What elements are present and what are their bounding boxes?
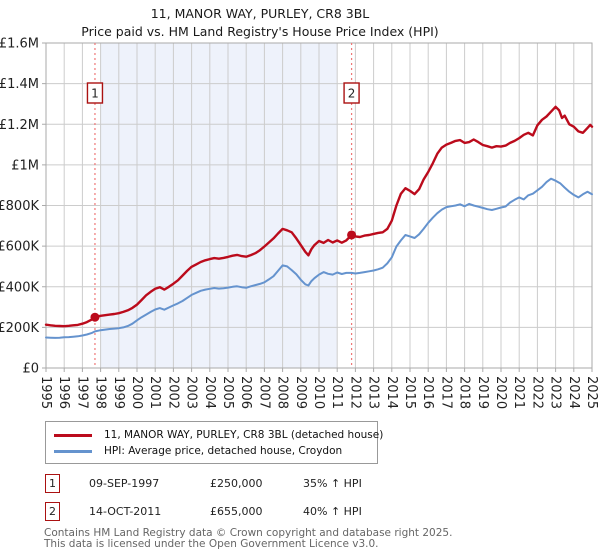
x-tick-label: 1998 [93,376,108,409]
x-tick-label: 2025 [584,376,599,409]
x-tick-label: 2024 [566,376,581,409]
x-tick-label: 2003 [184,376,199,409]
x-tick-label: 1999 [111,376,126,409]
transaction-1-date: 09-SEP-1997 [89,477,160,490]
chart-legend: 11, MANOR WAY, PURLEY, CR8 3BL (detached… [45,421,383,464]
y-tick-label: £1.4M [0,77,39,92]
y-tick-label: £1.6M [0,37,39,52]
x-tick-label: 2022 [529,376,544,409]
y-tick-label: £0 [22,362,39,377]
x-tick-label: 2019 [475,376,490,409]
x-tick-label: 1996 [56,376,71,409]
sale-flag-box [86,82,104,104]
legend-label-hpi: HPI: Average price, detached house, Croy… [104,445,343,457]
x-tick-label: 2008 [275,376,290,409]
legend-swatch-hpi-line [54,449,92,453]
x-tick-label: 2000 [129,376,144,409]
sale-flag-box [343,82,360,104]
x-tick-label: 2004 [202,376,217,409]
sale-point [347,230,357,240]
hpi-line [45,177,593,339]
x-tick-label: 2006 [238,376,253,409]
y-tick-label: £800K [0,199,39,214]
x-tick-label: 2017 [438,376,453,409]
legend-swatch-property-line [54,433,92,437]
transaction-2-date: 14-OCT-2011 [89,505,162,518]
x-tick-label: 1997 [74,376,89,409]
y-tick-label: £1.2M [0,118,39,133]
x-tick-label: 2018 [457,376,472,409]
price-history-chart: 1995 1996 1997 1998 1999 2000 2001 2002 2003 2004… [0,37,599,410]
x-tick-label: 2007 [256,376,271,409]
legend-item-property: 11, MANOR WAY, PURLEY, CR8 3BL (detached… [54,427,383,443]
x-tick-label: 2011 [329,376,344,409]
transaction-1-price: £250,000 [210,477,263,490]
x-tick-label: 2014 [384,376,399,409]
x-tick-label: 2002 [165,376,180,409]
sale-point [90,312,100,322]
footer-copyright-line: Contains HM Land Registry data © Crown c… [44,527,453,539]
y-tick-label: £1M [11,158,39,173]
x-tick-label: 2010 [311,376,326,409]
y-tick-label: £200K [0,321,39,336]
sale-flag-label: 2 [348,87,356,101]
x-tick-label: 2001 [147,376,162,409]
chart-title: 11, MANOR WAY, PURLEY, CR8 3BL [150,6,370,21]
chart-subtitle: Price paid vs. HM Land Registry's House … [81,24,439,39]
x-tick-label: 2023 [548,376,563,409]
transaction-1-badge: 1 [45,474,60,493]
transaction-1-hpi-delta: 35% ↑ HPI [303,477,362,490]
y-tick-label: £400K [0,280,39,295]
x-tick-label: 2005 [220,376,235,409]
x-tick-label: 2016 [420,376,435,409]
legend-label-property: 11, MANOR WAY, PURLEY, CR8 3BL (detached… [104,429,384,441]
x-tick-label: 2015 [402,376,417,409]
x-tick-label: 2013 [366,376,381,409]
x-tick-label: 2012 [347,376,362,409]
transaction-2-price: £655,000 [210,505,263,518]
property-price-line [44,105,594,328]
legend-item-hpi: HPI: Average price, detached house, Croy… [54,443,369,459]
x-tick-label: 2009 [293,376,308,409]
y-tick-label: £600K [0,240,39,255]
transaction-2-badge: 2 [45,502,60,521]
x-tick-label: 2021 [511,376,526,409]
transaction-2-hpi-delta: 40% ↑ HPI [303,505,362,518]
x-tick-label: 2020 [493,376,508,409]
x-tick-label: 1995 [38,376,53,409]
sale-flag-label: 1 [91,87,99,101]
footer-licence-line: This data is licensed under the Open Gov… [44,538,379,550]
